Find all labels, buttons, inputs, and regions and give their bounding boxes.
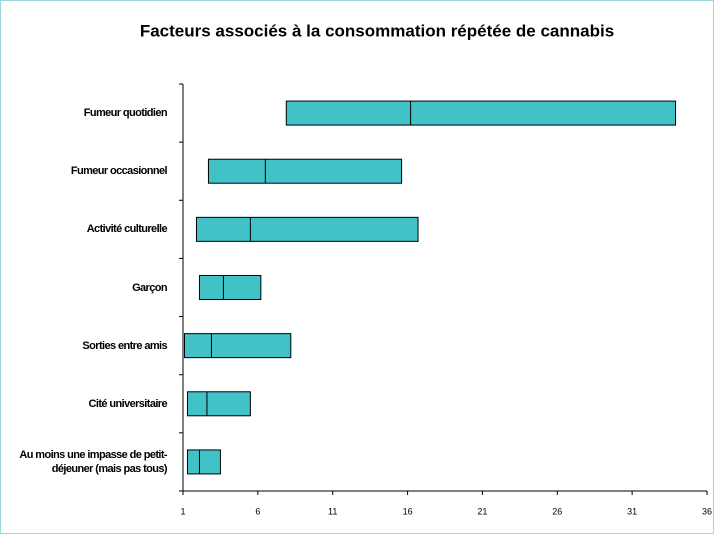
category-label: Cité universitaire — [88, 397, 168, 410]
category-label: Garçon — [132, 281, 168, 294]
interval-bar — [285, 100, 677, 126]
interval-bar — [183, 333, 292, 359]
interval-bar — [207, 158, 403, 184]
x-tick-label: 36 — [702, 506, 712, 516]
x-tick-label: 1 — [180, 506, 185, 516]
x-tick-label: 31 — [627, 506, 637, 516]
chart-title: Facteurs associés à la consommation répé… — [140, 21, 614, 40]
interval-bar — [198, 275, 262, 300]
x-tick-label: 16 — [403, 506, 413, 516]
category-label: Fumeur occasionnel — [70, 165, 168, 178]
x-tick-label: 6 — [255, 506, 260, 516]
category-label: Au moins une impasse de petit-déjeuner (… — [19, 448, 167, 475]
interval-bar — [186, 391, 251, 417]
category-label: Fumeur quotidien — [83, 107, 168, 120]
x-tick-label: 11 — [328, 506, 337, 516]
x-tick-label: 26 — [552, 506, 562, 516]
interval-bar — [186, 449, 221, 475]
interval-bar — [195, 216, 419, 242]
category-label: Activité culturelle — [86, 223, 168, 236]
x-tick-label: 21 — [477, 506, 487, 516]
category-label: Sorties entre amis — [82, 339, 167, 352]
